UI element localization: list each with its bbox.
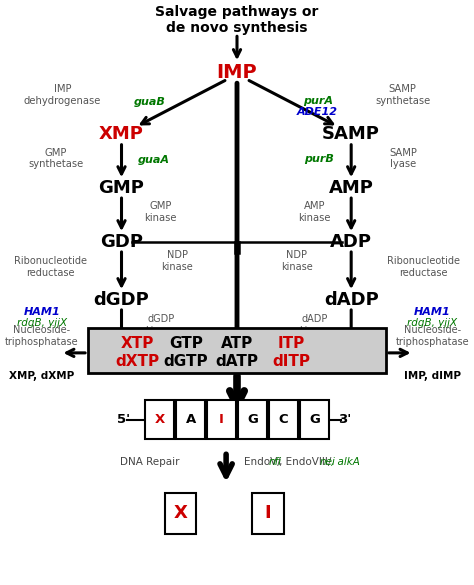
Text: dXTP: dXTP — [116, 354, 160, 369]
Bar — [252, 493, 283, 534]
Text: GDP: GDP — [100, 233, 143, 250]
Text: AMP: AMP — [329, 178, 374, 197]
Text: GMP: GMP — [99, 178, 145, 197]
Text: nei: nei — [320, 457, 336, 467]
Text: dGTP: dGTP — [164, 354, 209, 369]
Text: dADP
kinase: dADP kinase — [299, 314, 330, 336]
Text: EndoV/: EndoV/ — [244, 457, 280, 467]
Text: purB: purB — [304, 154, 334, 164]
Bar — [237, 400, 267, 439]
Text: dITP: dITP — [272, 354, 310, 369]
Text: , alkA: , alkA — [331, 457, 360, 467]
Text: NDP
kinase: NDP kinase — [281, 250, 312, 272]
Bar — [165, 493, 196, 534]
Text: Ribonucleotide
reductase: Ribonucleotide reductase — [14, 256, 87, 278]
Text: GMP
synthetase: GMP synthetase — [28, 148, 84, 170]
Text: nfi: nfi — [269, 457, 282, 467]
Text: IMP, dIMP: IMP, dIMP — [404, 371, 461, 381]
Bar — [145, 400, 174, 439]
Text: SAMP
lyase: SAMP lyase — [390, 148, 418, 170]
Text: IMP
dehydrogenase: IMP dehydrogenase — [24, 84, 101, 106]
Text: Nucleoside-
triphosphatase: Nucleoside- triphosphatase — [395, 325, 469, 347]
Text: GMP
kinase: GMP kinase — [145, 201, 177, 223]
Text: dATP: dATP — [216, 354, 258, 369]
Text: XMP, dXMP: XMP, dXMP — [9, 371, 74, 381]
Text: ADP: ADP — [330, 233, 372, 250]
Text: purA: purA — [302, 97, 333, 106]
Text: NDP
kinase: NDP kinase — [162, 250, 193, 272]
Text: AMP
kinase: AMP kinase — [298, 201, 331, 223]
Text: GTP: GTP — [169, 336, 203, 351]
Text: G: G — [309, 413, 320, 426]
Text: guaA: guaA — [137, 156, 169, 166]
Text: Salvage pathways or
de novo synthesis: Salvage pathways or de novo synthesis — [155, 5, 319, 35]
Text: dGDP
kinase: dGDP kinase — [145, 314, 177, 336]
Bar — [207, 400, 237, 439]
Text: X: X — [174, 504, 188, 522]
Text: HAM1: HAM1 — [414, 307, 451, 317]
Text: SAMP
synthetase: SAMP synthetase — [375, 84, 430, 106]
Text: DNA Repair: DNA Repair — [120, 457, 180, 467]
Text: , EndoVIII/: , EndoVIII/ — [279, 457, 332, 467]
Text: Nucleoside-
triphosphatase: Nucleoside- triphosphatase — [5, 325, 79, 347]
Text: I: I — [219, 413, 224, 426]
Bar — [269, 400, 298, 439]
Text: 3': 3' — [338, 413, 351, 426]
Text: ITP: ITP — [277, 336, 305, 351]
Text: C: C — [279, 413, 288, 426]
Text: dGDP: dGDP — [94, 291, 149, 308]
Text: ADE12: ADE12 — [297, 106, 338, 116]
Text: XTP: XTP — [121, 336, 155, 351]
Text: rdgB, yjjX: rdgB, yjjX — [407, 318, 457, 328]
Text: A: A — [185, 413, 196, 426]
Bar — [176, 400, 205, 439]
Text: SAMP: SAMP — [322, 125, 380, 143]
Text: guaB: guaB — [134, 98, 166, 108]
Text: X: X — [155, 413, 165, 426]
Text: Ribonucleotide
reductase: Ribonucleotide reductase — [387, 256, 460, 278]
Text: dADP: dADP — [324, 291, 379, 308]
Text: XMP: XMP — [99, 125, 144, 143]
Bar — [88, 328, 386, 373]
Text: ATP: ATP — [221, 336, 253, 351]
Text: 5': 5' — [118, 413, 130, 426]
Text: I: I — [264, 504, 271, 522]
Bar — [300, 400, 329, 439]
Text: IMP: IMP — [217, 63, 257, 82]
Text: rdgB, yjjX: rdgB, yjjX — [17, 318, 67, 328]
Text: HAM1: HAM1 — [23, 307, 60, 317]
Text: G: G — [247, 413, 258, 426]
